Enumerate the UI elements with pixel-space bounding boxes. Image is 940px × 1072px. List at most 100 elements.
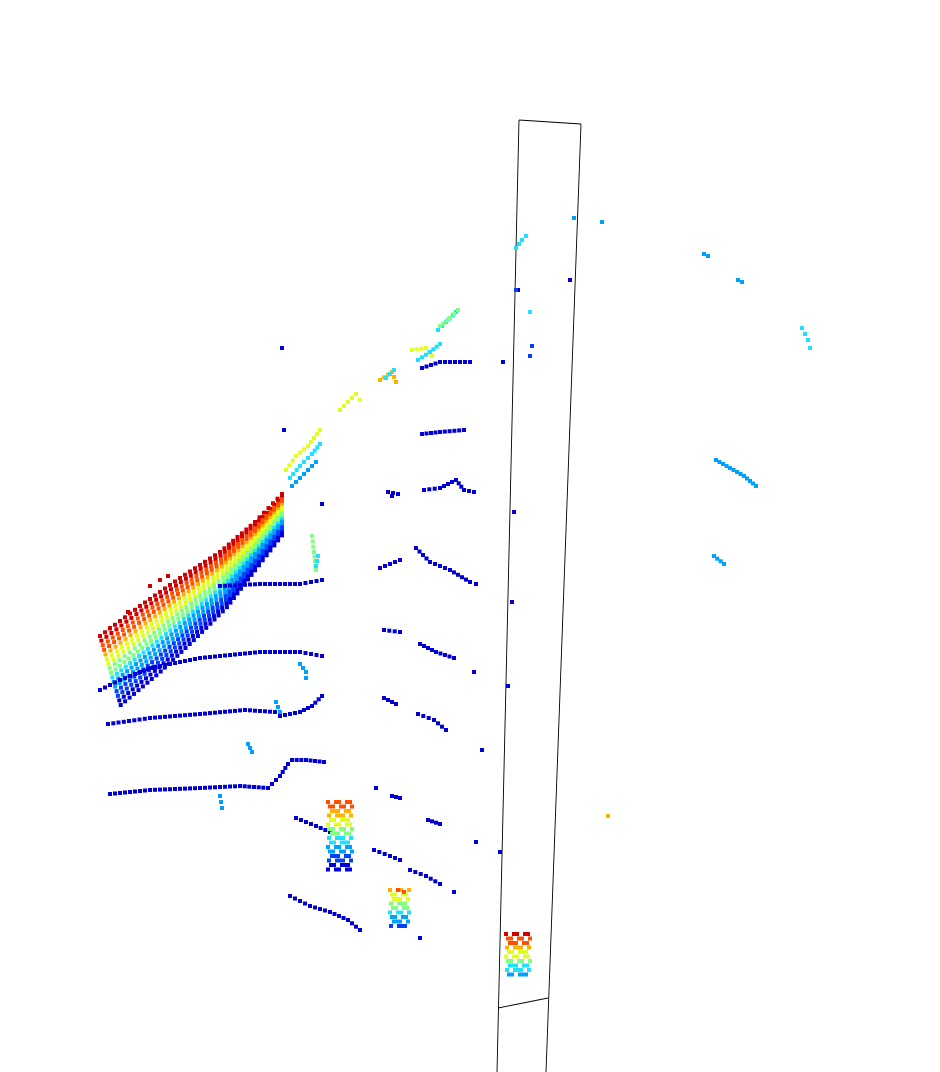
lidar-point: [249, 553, 254, 558]
lidar-point: [343, 840, 347, 845]
lidar-point: [130, 620, 135, 625]
lidar-point: [263, 650, 267, 654]
lidar-point: [210, 602, 214, 607]
lidar-point: [104, 657, 109, 661]
lidar-point: [213, 553, 217, 558]
lidar-point: [209, 564, 214, 569]
lidar-point: [272, 511, 277, 516]
lidar-point: [198, 621, 203, 626]
lidar-point: [248, 523, 253, 528]
lidar-point: [215, 568, 220, 573]
lidar-point: [440, 724, 444, 729]
lidar-point: [456, 308, 460, 312]
lidar-point: [231, 588, 236, 593]
lidar-point: [331, 827, 335, 831]
lidar-point: [253, 523, 257, 528]
lidar-point: [436, 721, 440, 726]
lidar-point: [221, 579, 226, 584]
lidar-point: [462, 488, 466, 492]
lidar-point: [521, 972, 525, 977]
lidar-point: [195, 629, 200, 634]
lidar-point: [387, 628, 392, 633]
lidar-point: [163, 714, 167, 719]
lidar-point: [428, 876, 433, 881]
lidar-point: [155, 660, 160, 665]
lidar-point: [456, 572, 460, 577]
lidar-point: [163, 648, 168, 653]
lidar-point: [248, 708, 252, 713]
lidar-point: [203, 563, 208, 568]
lidar-point: [280, 500, 284, 505]
lidar-point: [507, 972, 511, 977]
lidar-point: [249, 566, 254, 571]
lidar-point: [253, 520, 257, 524]
lidar-point: [268, 582, 272, 586]
lidar-point: [180, 633, 185, 638]
lidar-point: [252, 785, 256, 789]
lidar-point: [426, 716, 431, 720]
lidar-point: [313, 700, 318, 705]
lidar-point: [326, 845, 330, 849]
lidar-point: [260, 527, 265, 532]
lidar-point: [309, 580, 313, 584]
lidar-point: [438, 822, 442, 826]
lidar-point: [262, 510, 266, 515]
lidar-point: [428, 560, 432, 564]
lidar-point: [210, 571, 215, 576]
lidar-point: [197, 617, 202, 622]
lidar-point: [151, 647, 156, 652]
lidar-point: [393, 560, 397, 564]
lidar-point: [173, 661, 177, 665]
lidar-point: [173, 787, 177, 791]
lidar-point: [123, 664, 128, 669]
lidar-point: [198, 566, 203, 571]
lidar-point: [115, 693, 120, 698]
lidar-point: [207, 586, 212, 591]
lidar-point: [388, 562, 392, 566]
lidar-point: [150, 626, 155, 631]
lidar-point: [396, 492, 400, 496]
lidar-point: [327, 813, 331, 818]
lidar-point: [263, 709, 267, 714]
lidar-point: [204, 602, 209, 607]
lidar-point: [107, 644, 112, 648]
lidar-point: [245, 567, 250, 572]
lidar-point: [278, 582, 282, 586]
lidar-point: [345, 800, 349, 804]
lidar-point: [126, 691, 131, 695]
lidar-point: [179, 608, 184, 613]
lidar-point: [218, 550, 222, 554]
lidar-point: [201, 609, 206, 614]
lidar-point: [164, 590, 169, 595]
lidar-point: [245, 550, 250, 555]
lidar-point: [268, 518, 273, 523]
lidar-point: [291, 472, 296, 476]
lidar-point: [320, 502, 324, 506]
lidar-point: [341, 858, 345, 863]
lidar-point: [428, 350, 432, 354]
lidar-point: [212, 586, 217, 591]
lidar-point: [188, 621, 193, 626]
lidar-point: [314, 564, 318, 568]
lidar-point: [113, 680, 117, 685]
lidar-point: [330, 809, 334, 813]
lidar-point: [462, 428, 466, 432]
lidar-point: [243, 651, 247, 656]
lidar-point: [121, 719, 126, 724]
lidar-point: [169, 632, 174, 637]
lidar-point: [348, 822, 352, 827]
lidar-point: [122, 632, 127, 637]
lidar-point: [153, 787, 157, 792]
lidar-point: [211, 579, 216, 584]
lidar-point: [510, 972, 514, 977]
lidar-point: [208, 785, 212, 790]
lidar-point: [118, 640, 123, 645]
lidar-point: [222, 549, 227, 554]
lidar-point: [119, 685, 123, 690]
lidar-point: [330, 854, 334, 858]
lidar-point: [208, 594, 213, 599]
lidar-point: [318, 907, 322, 911]
lidar-point: [382, 852, 387, 856]
